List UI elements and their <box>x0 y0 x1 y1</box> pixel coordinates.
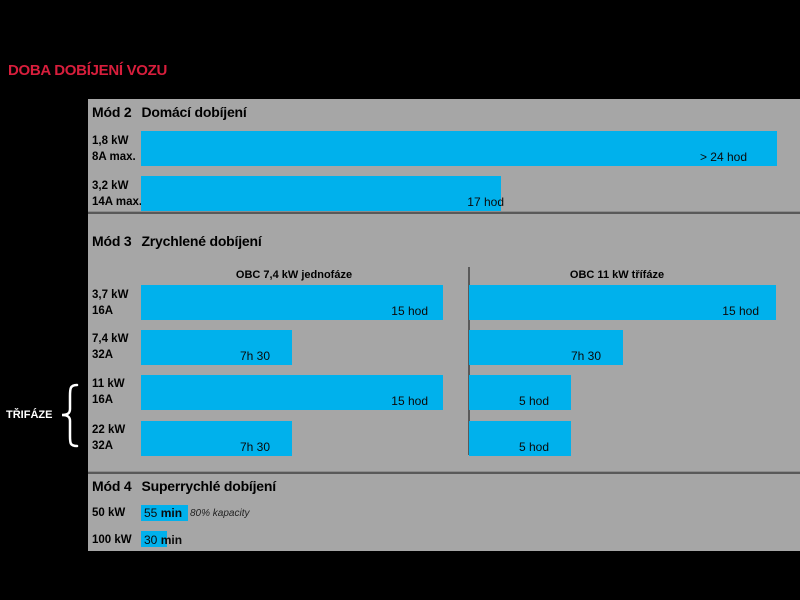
row-label: 11 kW 16A <box>92 376 125 408</box>
bar-mode3-c2-row3 <box>469 421 571 456</box>
mode2-heading: Mód 2 Domácí dobíjení <box>92 104 247 120</box>
bar-mode3-c1-row2 <box>141 375 443 410</box>
mode2-name: Domácí dobíjení <box>141 104 247 120</box>
bar-mode3-c2-row2 <box>469 375 571 410</box>
capacity-note: 80% kapacity <box>190 508 250 519</box>
bar-label: 5 hod <box>518 394 549 408</box>
bar-label: > 24 hod <box>699 150 747 164</box>
row-current: 14A max. <box>92 196 143 208</box>
bar-mode2-row0 <box>141 131 777 166</box>
mode2-label: Mód 2 <box>92 104 132 120</box>
mode4-label: Mód 4 <box>92 478 132 494</box>
row-power: 1,8 kW <box>92 135 129 147</box>
mode3-name: Zrychlené dobíjení <box>141 233 262 249</box>
bar-mode4-row0 <box>141 505 188 521</box>
bar-mode3-c2-row0 <box>469 285 776 320</box>
row-label: 3,7 kW 16A <box>92 287 128 319</box>
bar-label: 7h 30 <box>570 349 601 363</box>
bar-label: 30 min <box>144 533 182 547</box>
bar-mode3-c1-row1 <box>141 330 292 365</box>
mode4-heading: Mód 4 Superrychlé dobíjení <box>92 478 276 494</box>
mode3-label: Mód 3 <box>92 233 132 249</box>
row-label: 22 kW 32A <box>92 422 125 454</box>
bar-mode3-c2-row1 <box>469 330 623 365</box>
row-label: 7,4 kW 32A <box>92 331 128 363</box>
bar-label: 7h 30 <box>239 349 270 363</box>
row-current: 16A <box>92 305 114 317</box>
row-power: 100 kW <box>92 534 132 546</box>
bar-label: 15 hod <box>391 304 428 318</box>
row-current: 16A <box>92 394 114 406</box>
row-power: 22 kW <box>92 424 126 436</box>
row-power: 3,2 kW <box>92 180 129 192</box>
bar-label: 15 hod <box>722 304 759 318</box>
row-label: 1,8 kW 8A max. <box>92 133 136 165</box>
bar-label-unit: min <box>160 533 183 547</box>
bar-label: 17 hod <box>467 195 504 209</box>
row-power: 50 kW <box>92 507 126 519</box>
column-title-single-phase: OBC 7,4 kW jednofáze <box>235 269 353 281</box>
row-power: 11 kW <box>92 378 125 390</box>
bar-mode4-row1 <box>141 531 167 547</box>
charging-time-panel: Mód 2 Domácí dobíjení 1,8 kW 8A max. > 24… <box>88 99 800 551</box>
row-current: 32A <box>92 440 114 452</box>
bar-mode3-c1-row0 <box>141 285 443 320</box>
bar-mode3-c1-row3 <box>141 421 292 456</box>
mode3-heading: Mód 3 Zrychlené dobíjení <box>92 233 262 249</box>
row-label: 3,2 kW 14A max. <box>92 178 142 210</box>
mode4-name: Superrychlé dobíjení <box>141 478 276 494</box>
bar-label-value: 55 <box>144 506 158 520</box>
chart-title: DOBA DOBÍJENÍ VOZU <box>8 62 168 79</box>
bar-mode2-row1 <box>141 176 501 211</box>
row-current: 8A max. <box>92 151 136 163</box>
row-power: 7,4 kW <box>92 333 129 345</box>
bar-label-unit: min <box>160 506 183 520</box>
bar-label-value: 30 <box>144 533 158 547</box>
three-phase-label: TŘIFÁZE <box>6 409 53 421</box>
bar-label: 55 min <box>144 506 182 520</box>
section-divider <box>88 471 800 474</box>
row-power: 3,7 kW <box>92 289 129 301</box>
row-current: 32A <box>92 349 114 361</box>
bar-label: 5 hod <box>518 440 549 454</box>
bar-label: 7h 30 <box>239 440 270 454</box>
section-divider <box>88 211 800 214</box>
column-title-three-phase: OBC 11 kW třífáze <box>569 269 665 281</box>
bar-label: 15 hod <box>391 394 428 408</box>
